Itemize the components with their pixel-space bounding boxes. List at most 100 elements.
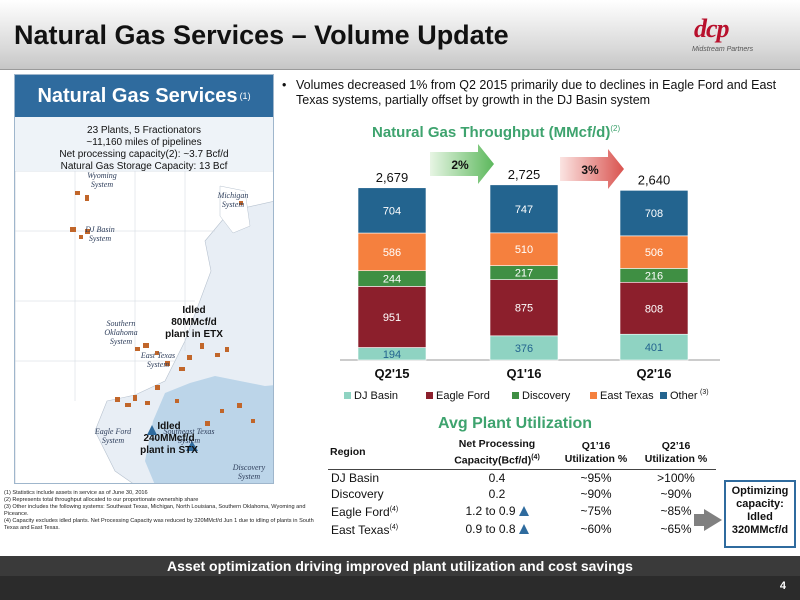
footnote: (2) Represents total throughput allocate… [4, 497, 199, 503]
idled-marker-icon [518, 523, 529, 534]
utilization-table-body: DJ Basin 0.4 ~95% >100% Discovery 0.2 ~90% ~90%… [328, 469, 716, 538]
idled-etx-line: Idled [182, 305, 206, 316]
logo-text: dcp [694, 14, 730, 43]
bar-segment [489, 232, 559, 266]
optimizing-capacity-callout: Optimizing capacity: Idled 320MMcf/d [724, 480, 796, 548]
data-label: 875 [515, 303, 533, 315]
x-tick-label: Q2'16 [637, 366, 672, 381]
optimizing-arrow-icon [704, 509, 722, 531]
footnote: (3) Other includes the following systems… [4, 504, 306, 517]
data-label: 217 [515, 268, 533, 280]
legend-swatch [426, 392, 433, 399]
data-label: 586 [383, 247, 401, 259]
footnotes: (1) Statistics include assets in service… [4, 490, 322, 532]
idled-etx-line: 80MMcf/d [171, 317, 217, 328]
cell-q2-utilization: ~90% [660, 486, 692, 501]
cell-q2-utilization: >100% [657, 470, 695, 485]
natural-gas-services-panel: Natural Gas Services (1) 23 Plants, 5 Fra… [14, 74, 274, 484]
chart-title: Natural Gas Throughput (MMcf/d)(2) [372, 124, 620, 141]
southern-oklahoma-system-label: Southern Oklahoma System [104, 319, 138, 346]
legend-label: Eagle Ford [436, 390, 490, 402]
idled-stx-line: 240MMcf/d [143, 433, 195, 444]
company-logo: dcp Midstream Partners [690, 12, 790, 62]
discovery-system-label: Discovery System [232, 463, 266, 481]
cell-region: Discovery [328, 486, 438, 502]
michigan-system-label: Michigan System [217, 191, 249, 209]
header-capacity-text: Net Processing Capacity(Bcf/d) [454, 438, 536, 467]
optimizing-line: capacity: [736, 498, 784, 510]
takeaway-banner: Asset optimization driving improved plan… [0, 556, 800, 576]
footnote: (4) Capacity excludes idled plants. Net … [4, 518, 314, 531]
total-label: 2,679 [376, 170, 409, 185]
stat-line: 23 Plants, 5 Fractionators [87, 125, 201, 136]
bar-segment [489, 279, 559, 337]
legend-footnote: (3) [700, 389, 709, 396]
dj-basin-system-label: DJ Basin System [85, 225, 115, 243]
region-name: Eagle Ford [331, 504, 390, 519]
idled-etx-callout: Idled 80MMcf/d plant in ETX [159, 305, 229, 341]
bar-segment [619, 190, 689, 237]
region-name: Discovery [331, 486, 384, 501]
bar-segment [357, 187, 427, 234]
chart-title-footnote: (2) [610, 124, 621, 133]
data-label: 510 [515, 244, 533, 256]
us-map-illustration [15, 170, 273, 483]
legend-label: Discovery [522, 390, 571, 402]
cell-capacity: 1.2 to 0.9 [438, 502, 556, 520]
cell-region: East Texas(4) [328, 520, 438, 538]
cell-q2-utilization: ~65% [660, 521, 692, 536]
stat-line: Natural Gas Storage Capacity: 13 Bcf [60, 161, 228, 172]
page-title: Natural Gas Services – Volume Update [14, 20, 509, 50]
table-row: Discovery 0.2 ~90% ~90% [328, 486, 716, 502]
bar-segment [489, 335, 559, 361]
panel-heading-text: Natural Gas Services [37, 84, 238, 107]
data-label: 216 [645, 270, 663, 282]
total-label: 2,725 [508, 167, 541, 182]
cell-q1-utilization: ~75% [580, 503, 612, 518]
x-tick-label: Q2'15 [375, 366, 410, 381]
idled-stx-line: plant in STX [140, 445, 198, 456]
header-bar: Natural Gas Services – Volume Update dcp… [0, 0, 800, 70]
data-label: 704 [383, 205, 401, 217]
footer-bar [0, 576, 800, 600]
optimizing-line: 320MMcf/d [731, 524, 789, 536]
data-label: 244 [383, 274, 401, 286]
change-arrow-icon [430, 144, 494, 184]
idled-stx-marker-icon [147, 425, 157, 435]
cell-capacity: 0.9 to 0.8 [438, 520, 556, 538]
legend-label: DJ Basin [354, 390, 398, 402]
idled-marker-icon [518, 505, 529, 516]
east-texas-system-label: East Texas System [140, 351, 176, 369]
southeast-texas-system-label: Southeast Texas System [163, 427, 215, 445]
optimizing-arrow-stem [694, 514, 706, 526]
utilization-table: Region Net Processing Capacity(Bcf/d)(4)… [328, 437, 716, 538]
data-label: 194 [383, 349, 401, 361]
chart-title-text: Natural Gas Throughput (MMcf/d) [372, 124, 611, 141]
legend-swatch [590, 392, 597, 399]
wyoming-system-label: Wyoming System [87, 171, 117, 189]
total-label: 2,640 [638, 172, 671, 187]
region-name: East Texas [331, 522, 390, 537]
data-label: 401 [645, 342, 663, 354]
cell-q2-utilization: ~85% [660, 503, 692, 518]
capacity-value: 0.2 [488, 486, 506, 501]
bar-segment [489, 184, 559, 234]
legend-swatch [660, 392, 667, 399]
change-label: 2% [451, 158, 469, 172]
table-row: DJ Basin 0.4 ~95% >100% [328, 469, 716, 486]
table-row: Eagle Ford(4) 1.2 to 0.9 ~75% ~85% [328, 502, 716, 520]
capacity-value: 1.2 to 0.9 [465, 503, 516, 518]
stat-line: ~11,160 miles of pipelines [86, 137, 202, 148]
x-tick-label: Q1'16 [507, 366, 542, 381]
header-capacity: Net Processing Capacity(Bcf/d)(4) [438, 437, 556, 470]
optimizing-line: Optimizing [731, 485, 789, 497]
cell-q1-utilization: ~60% [580, 521, 612, 536]
footnote: (1) Statistics include assets in service… [4, 490, 148, 496]
region-footnote: (4) [389, 523, 399, 531]
bar-segment [357, 286, 427, 348]
legend-label: East Texas [600, 390, 654, 402]
summary-bullet: Volumes decreased 1% from Q2 2015 primar… [282, 78, 792, 108]
panel-heading-footnote: (1) [239, 91, 251, 101]
table-row: East Texas(4) 0.9 to 0.8 ~60% ~65% [328, 520, 716, 538]
eagle-ford-system-label: Eagle Ford System [94, 427, 132, 445]
